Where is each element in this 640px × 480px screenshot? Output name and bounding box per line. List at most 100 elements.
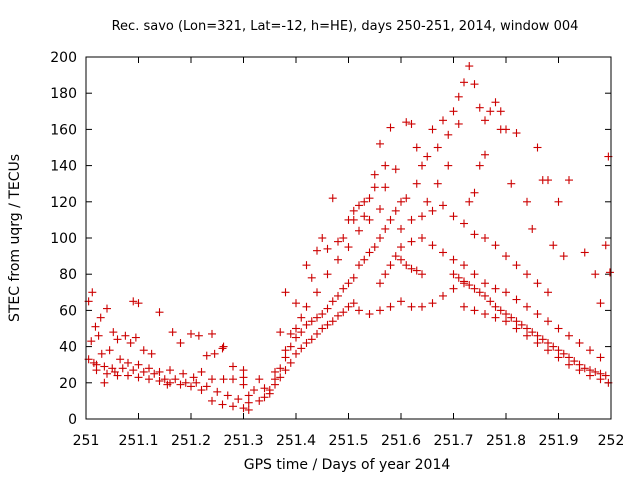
data-point [355,226,363,235]
x-tick-label: 251.8 [486,433,526,449]
data-point [491,313,500,322]
data-point [554,324,563,333]
data-point [470,270,479,279]
data-point [554,197,563,206]
data-point [523,302,531,311]
data-point [281,288,290,297]
data-point [470,306,479,315]
data-point [596,353,605,362]
data-point [370,243,379,252]
data-point [292,299,300,308]
data-point [475,103,484,112]
data-point [486,107,495,116]
data-point [407,302,416,311]
data-point [460,302,468,311]
data-point [155,367,164,376]
data-point [323,270,332,279]
data-point [339,234,348,242]
data-point [507,179,516,188]
data-point [318,310,327,319]
data-point [533,279,542,288]
data-point [428,299,437,308]
data-point [512,129,521,138]
data-point [575,338,584,347]
data-point [323,244,332,253]
data-point [544,288,552,297]
data-point [428,241,437,250]
data-point [189,373,198,382]
data-point [465,197,474,206]
data-point [381,224,390,233]
data-point [454,92,463,101]
data-point [109,328,118,337]
data-point [486,297,495,306]
y-tick-label: 120 [50,195,77,211]
data-point [475,288,484,297]
data-point [381,183,390,192]
data-point [376,279,384,288]
data-point [244,405,253,414]
data-point [129,366,138,375]
data-point [444,130,453,139]
data-point [118,364,127,373]
y-tick-label: 40 [59,340,77,356]
data-point [549,342,558,351]
data-point [397,243,405,252]
data-point [286,342,295,351]
data-point [202,351,211,360]
data-point [276,364,285,373]
data-point [449,212,458,221]
plot-frame [85,56,612,420]
data-point [418,270,426,279]
data-point [250,386,258,395]
data-point [302,261,311,270]
x-tick-label: 251.5 [328,433,368,449]
data-point [139,346,148,355]
data-point [397,297,405,306]
data-point [523,324,531,333]
data-point [271,375,279,384]
data-point [124,371,132,380]
data-point [334,237,342,246]
data-point [449,255,458,264]
data-point [533,331,542,340]
data-point [349,215,358,224]
x-tick-label: 251.1 [118,433,158,449]
data-point [339,284,348,293]
data-point [339,308,348,317]
data-point [150,369,159,378]
data-point [559,349,568,358]
data-point [549,241,558,250]
data-point [328,317,337,326]
data-point [187,329,195,338]
data-point [544,317,552,326]
data-point [323,320,332,329]
data-point [260,393,269,402]
data-point [218,344,227,353]
data-point [286,358,295,367]
data-point [370,183,379,192]
data-point [402,194,411,203]
x-tick-label: 251.3 [223,433,263,449]
data-point [449,270,458,279]
data-point [407,119,416,128]
y-tick-label: 0 [68,412,77,428]
data-point [449,284,458,293]
data-point [103,304,111,313]
data-point [502,317,510,326]
y-tick-label: 80 [59,267,77,283]
data-point [297,328,306,337]
data-point [439,201,447,210]
data-point [502,310,510,319]
data-point [94,331,103,340]
y-tick-label: 160 [50,122,77,138]
data-point [281,366,290,375]
data-point [465,62,474,71]
data-point [449,107,458,116]
data-point [391,252,400,261]
data-point [297,313,306,322]
data-point [554,353,563,362]
x-tick-label: 251.4 [276,433,316,449]
y-tick-label: 100 [50,231,77,247]
data-point [355,201,363,210]
